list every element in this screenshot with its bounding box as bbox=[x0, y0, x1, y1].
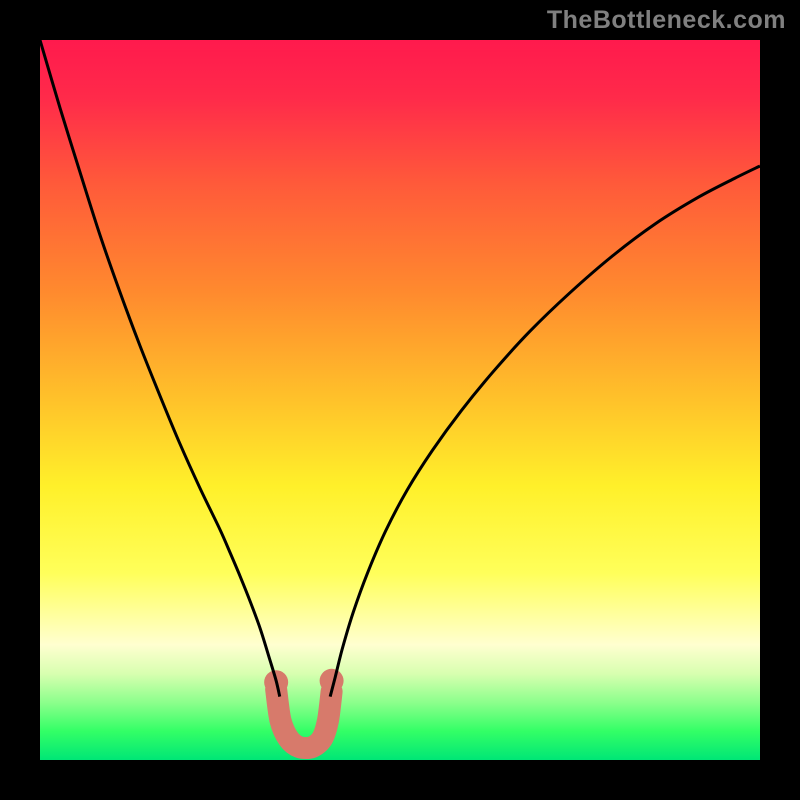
chart-stage: TheBottleneck.com bbox=[0, 0, 800, 800]
watermark-text: TheBottleneck.com bbox=[547, 6, 786, 35]
curve-layer bbox=[0, 0, 800, 800]
